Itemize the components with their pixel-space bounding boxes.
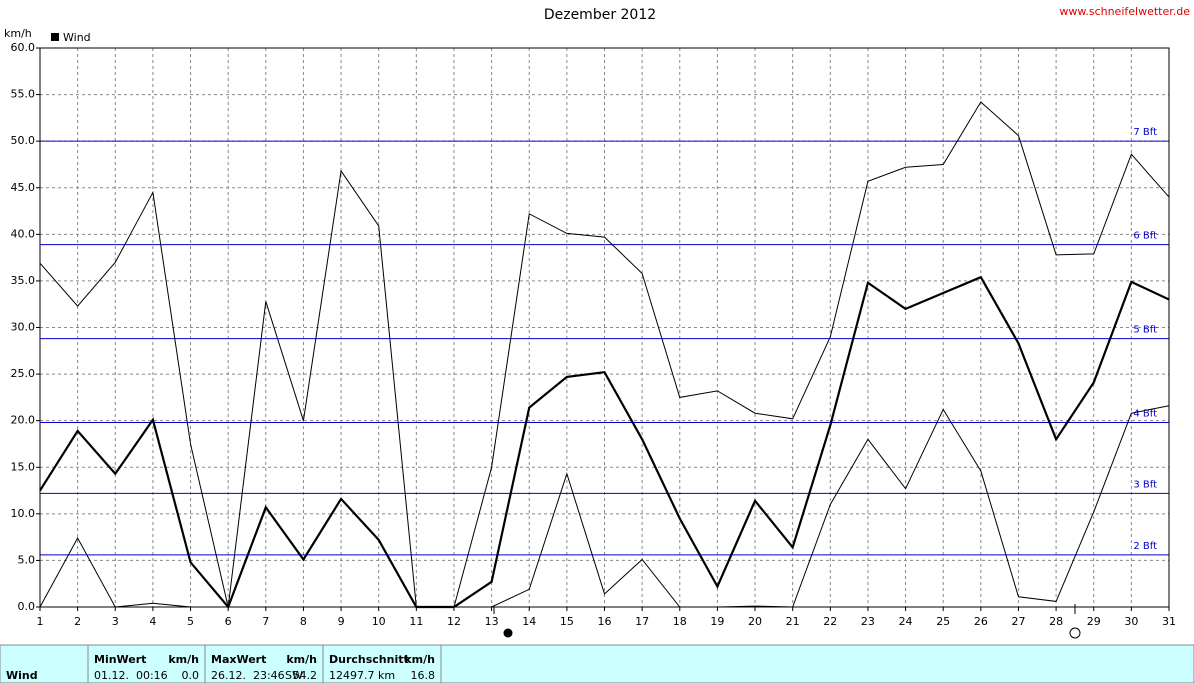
beaufort-label: 6 Bft (1133, 231, 1157, 242)
y-axis-label: km/h (4, 27, 32, 40)
beaufort-label: 2 Bft (1133, 541, 1157, 552)
y-tick-label: 45.0 (11, 181, 36, 194)
x-tick-label: 2 (74, 615, 81, 628)
x-tick-label: 14 (522, 615, 536, 628)
y-tick-label: 20.0 (11, 414, 36, 427)
cell: 12497.7 km (329, 669, 395, 682)
legend-swatch (51, 33, 59, 41)
cell: SW (285, 669, 303, 682)
y-tick-label: 0.0 (18, 600, 36, 613)
column-unit: km/h (168, 653, 199, 666)
y-tick-label: 35.0 (11, 274, 36, 287)
x-tick-label: 1 (37, 615, 44, 628)
chart-title: Dezember 2012 (544, 7, 656, 23)
x-tick-label: 29 (1087, 615, 1101, 628)
wind-line (39, 405, 1170, 608)
y-tick-label: 30.0 (11, 321, 36, 334)
y-tick-label: 5.0 (18, 553, 36, 566)
x-tick-label: 8 (300, 615, 307, 628)
x-tick-label: 16 (598, 615, 612, 628)
y-tick-label: 15.0 (11, 460, 36, 473)
x-tick-label: 9 (338, 615, 345, 628)
x-tick-label: 26 (974, 615, 988, 628)
beaufort-label: 4 Bft (1133, 409, 1157, 420)
x-tick-label: 4 (149, 615, 156, 628)
beaufort-label: 7 Bft (1133, 127, 1157, 138)
x-tick-label: 18 (673, 615, 687, 628)
column-header: MaxWert (211, 653, 266, 666)
x-tick-label: 25 (936, 615, 950, 628)
table-background (0, 644, 1194, 683)
column-header: MinWert (94, 653, 146, 666)
x-tick-label: 22 (823, 615, 837, 628)
row-label: Wind (6, 669, 38, 682)
plot-frame (39, 47, 1170, 608)
y-tick-label: 40.0 (11, 227, 36, 240)
x-tick-label: 17 (635, 615, 649, 628)
column-unit: km/h (404, 653, 435, 666)
y-tick-label: 10.0 (11, 507, 36, 520)
x-tick-label: 5 (187, 615, 194, 628)
x-tick-label: 15 (560, 615, 574, 628)
cell: 0.0 (182, 669, 200, 682)
y-tick-label: 60.0 (11, 41, 36, 54)
cell: 26.12. 23:46 (211, 669, 285, 682)
stats-table: Wind MinWert km/h 01.12. 00:16 0.0 MaxWe… (0, 644, 1194, 683)
x-tick-label: 3 (112, 615, 119, 628)
cell: 16.8 (411, 669, 436, 682)
x-tick-label: 10 (372, 615, 386, 628)
x-tick-label: 21 (786, 615, 800, 628)
source: www.schneifelwetter.de (1059, 5, 1190, 18)
beaufort-label: 5 Bft (1133, 325, 1157, 336)
x-tick-label: 13 (485, 615, 499, 628)
column-header: Durchschnitt (329, 653, 409, 666)
x-tick-label: 30 (1124, 615, 1138, 628)
x-tick-label: 12 (447, 615, 461, 628)
y-tick-label: 25.0 (11, 367, 36, 380)
x-tick-label: 20 (748, 615, 762, 628)
new-moon-icon (503, 628, 513, 638)
full-moon-icon (1069, 627, 1081, 639)
x-tick-label: 23 (861, 615, 875, 628)
x-tick-label: 6 (225, 615, 232, 628)
beaufort-label: 3 Bft (1133, 479, 1157, 490)
x-tick-label: 11 (409, 615, 423, 628)
x-tick-label: 24 (899, 615, 913, 628)
column-unit: km/h (286, 653, 317, 666)
y-tick-label: 55.0 (11, 88, 36, 101)
x-tick-label: 27 (1011, 615, 1025, 628)
cell: 54.2 (293, 669, 318, 682)
x-tick-label: 28 (1049, 615, 1063, 628)
cell: 01.12. 00:16 (94, 669, 168, 682)
x-tick-label: 19 (710, 615, 724, 628)
x-tick-label: 31 (1162, 615, 1176, 628)
legend-label: Wind (63, 31, 91, 44)
x-tick-label: 7 (262, 615, 269, 628)
y-tick-label: 50.0 (11, 134, 36, 147)
